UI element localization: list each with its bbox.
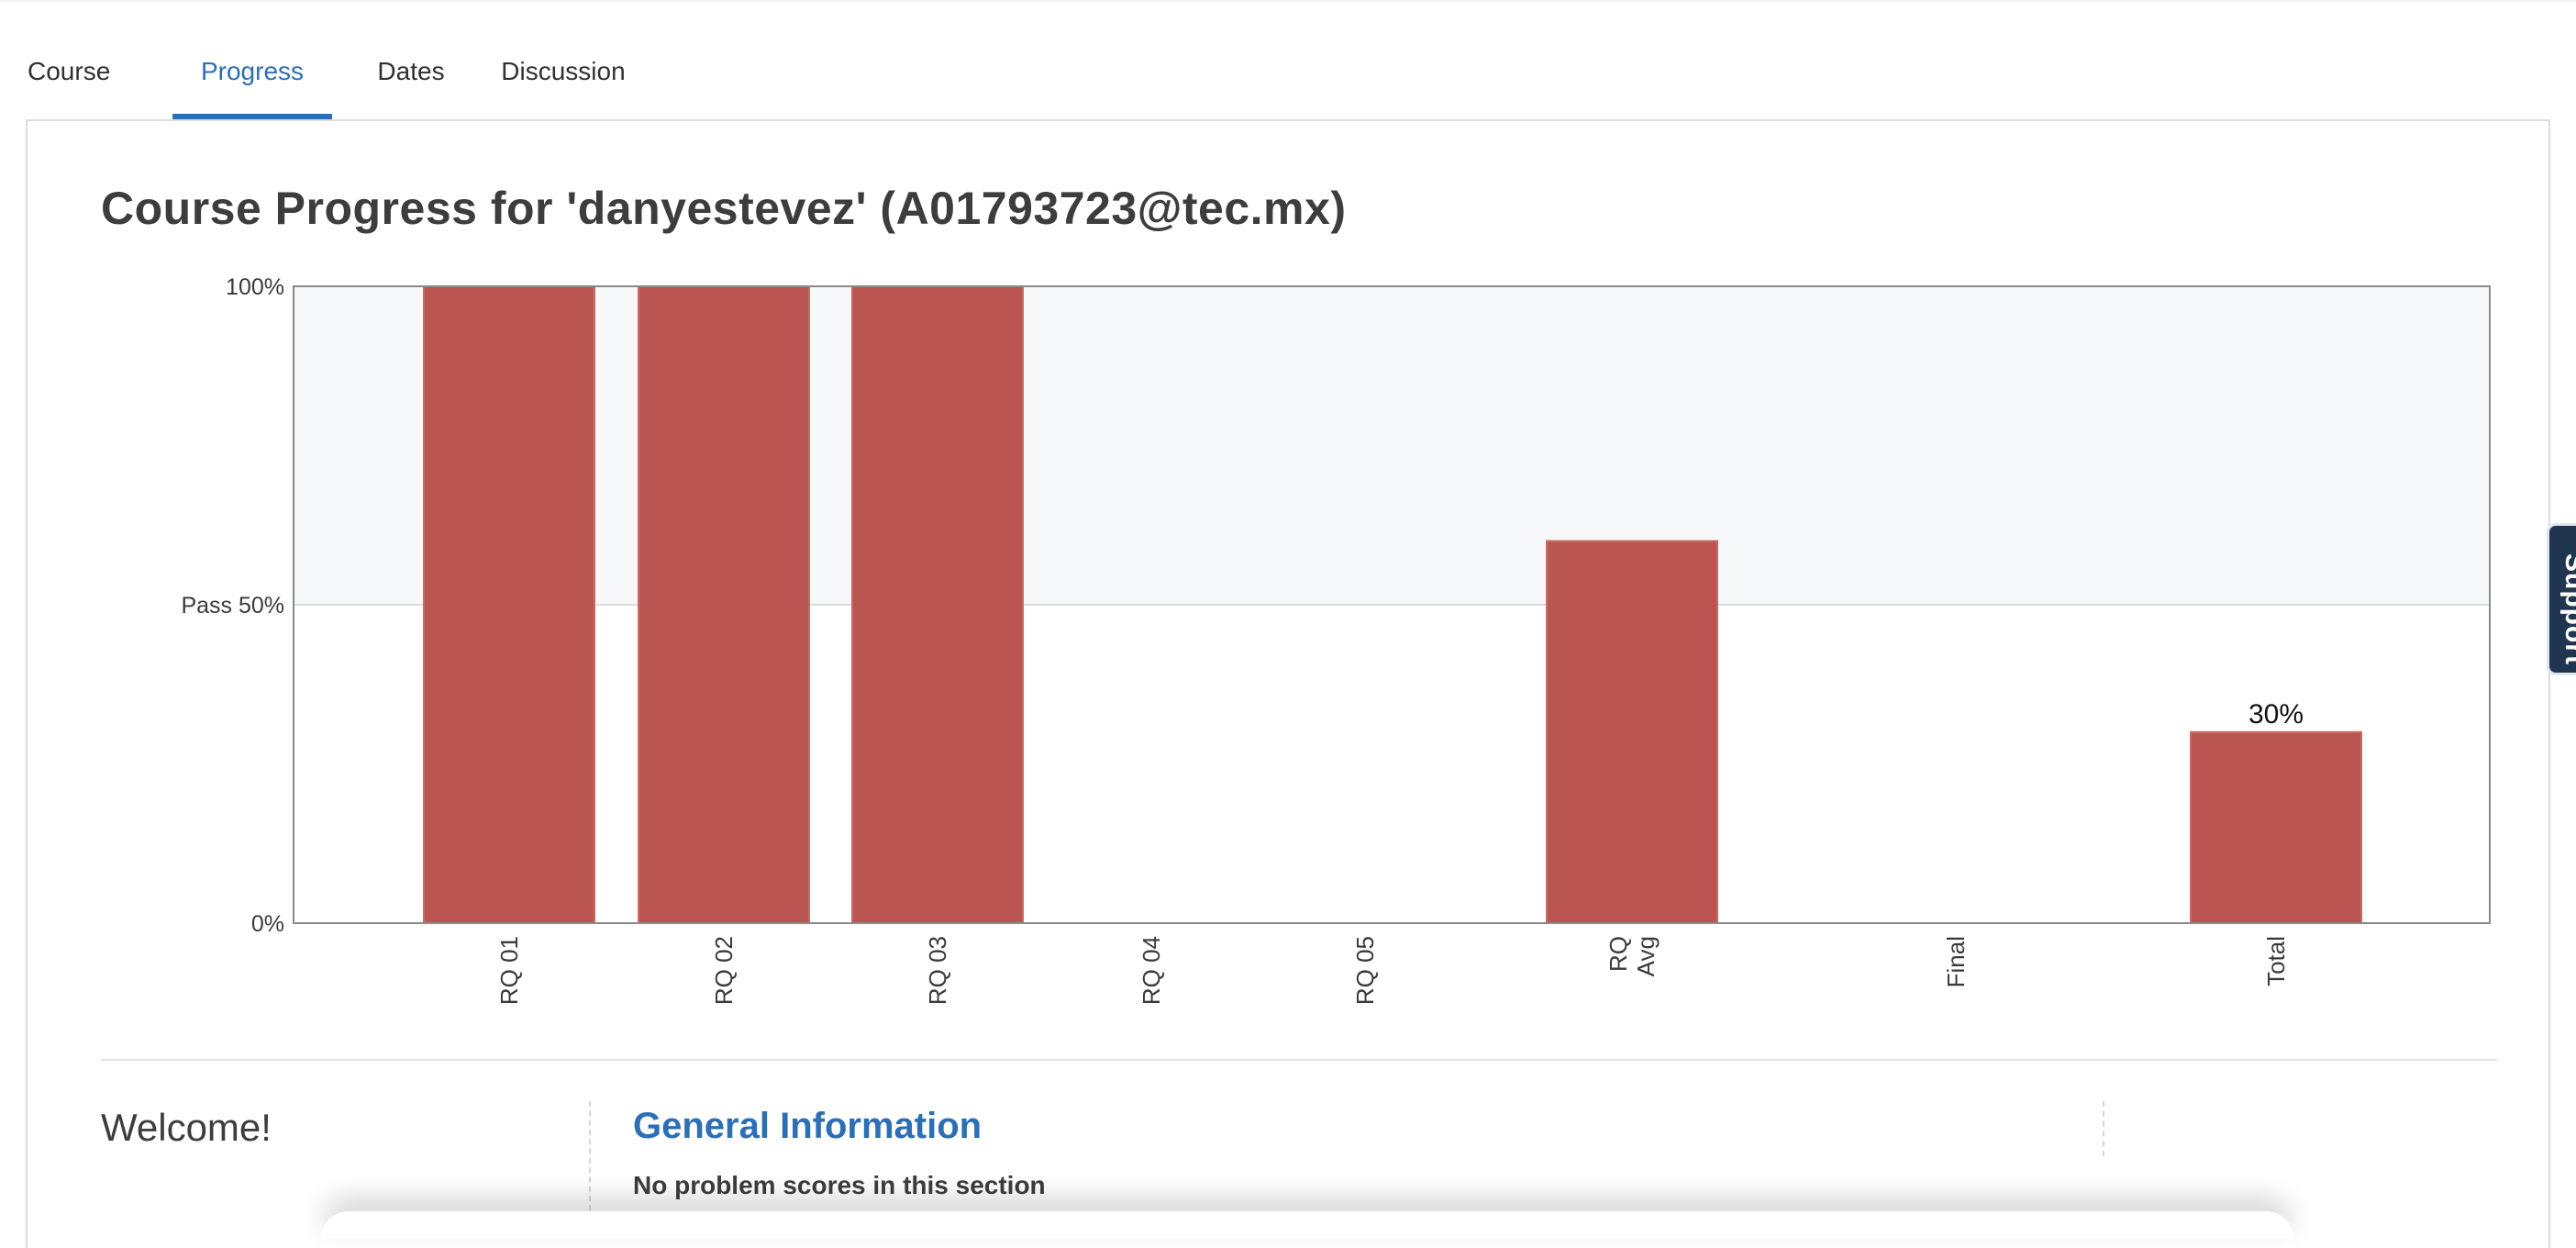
x-tick-text: Final	[1942, 936, 1970, 987]
pass-band	[294, 286, 2490, 605]
bar-2	[638, 286, 809, 923]
x-tick-label-2: RQ 02	[710, 936, 738, 1005]
section-note: No problem scores in this section	[633, 1171, 1046, 1200]
x-tick-text: Avg	[1632, 936, 1660, 976]
x-tick-text: Total	[2262, 936, 2290, 986]
bar-1	[424, 286, 594, 923]
y-tick-label-1: 0%	[251, 911, 284, 937]
bar-3	[852, 286, 1023, 923]
x-tick-text: RQ	[1604, 936, 1632, 972]
column-separator-right	[2103, 1101, 2104, 1156]
x-tick-label-1: RQ 01	[495, 936, 523, 1005]
bar-8	[2191, 732, 2361, 923]
section-divider	[101, 1059, 2497, 1061]
x-tick-label-8: Total	[2262, 936, 2290, 986]
x-tick-label-4: RQ 04	[1138, 936, 1165, 1005]
support-label: Support	[2559, 553, 2576, 665]
footer-panel	[321, 1211, 2293, 1239]
x-tick-text: RQ 05	[1351, 936, 1379, 1005]
x-tick-label-3: RQ 03	[924, 936, 951, 1005]
x-tick-label-5: RQ 05	[1351, 936, 1379, 1005]
column-separator	[589, 1101, 591, 1230]
x-tick-text: RQ 02	[710, 936, 738, 1005]
support-tab[interactable]: Support	[2547, 523, 2576, 675]
welcome-heading: Welcome!	[101, 1106, 272, 1150]
x-tick-label-6: RQ Avg	[1604, 936, 1660, 976]
x-tick-text: RQ 04	[1138, 936, 1165, 1005]
x-tick-text: RQ 01	[495, 936, 523, 1005]
x-tick-text: RQ 03	[924, 936, 951, 1005]
section-title[interactable]: General Information	[633, 1106, 982, 1147]
y-tick-label-2: Pass 50%	[181, 593, 284, 618]
y-tick-label-3: 100%	[226, 274, 284, 300]
x-tick-label-7: Final	[1942, 936, 1970, 987]
bar-value-label-8: 30%	[2248, 699, 2304, 730]
bar-6	[1547, 541, 1717, 923]
